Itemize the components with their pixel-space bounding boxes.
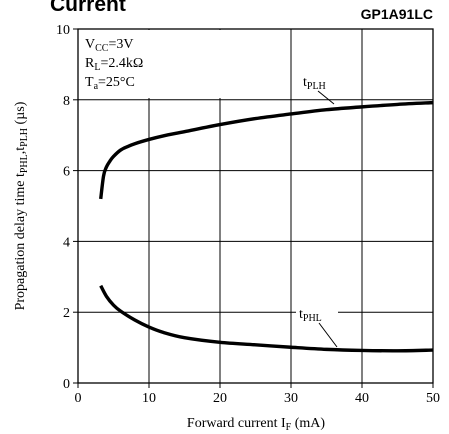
part-number: GP1A91LC	[361, 6, 433, 22]
series-label-tplh-background	[300, 72, 338, 90]
series-label-tplh-text: tPLH	[303, 75, 326, 92]
x-tick-label: 30	[284, 391, 298, 406]
series-label-tphl-background	[296, 305, 338, 323]
x-tick-label: 50	[426, 391, 440, 406]
series-label-tphl-leader	[318, 322, 338, 348]
conditions-box: VCC=3V RL=2.4kΩ Ta=25°C	[79, 30, 225, 98]
y-tick-label: 0	[63, 377, 70, 392]
x-tick-label: 0	[75, 391, 82, 406]
condition-rl: RL=2.4kΩ	[85, 56, 143, 73]
condition-ta: Ta=25°C	[85, 75, 135, 92]
curves	[99, 100, 434, 353]
y-tick-label: 10	[56, 23, 70, 38]
chart-title: Current	[50, 0, 126, 16]
x-tick-label: 20	[213, 391, 227, 406]
x-axis-label: Forward current IF (mA)	[187, 416, 325, 433]
series-line-tplh	[99, 100, 434, 200]
tick-labels: 0 10 20 30 40 50 0 2 4 6 8 10	[56, 23, 440, 406]
y-axis-label: Propagation delay time tPHL,tPLH (µs)	[13, 101, 30, 310]
series-label-tplh-leader	[317, 90, 335, 105]
series-label-tplh: tPLH	[300, 72, 338, 105]
y-tick-label: 6	[63, 165, 70, 180]
conditions-background	[79, 30, 225, 98]
series-label-tphl: tPHL	[296, 305, 338, 348]
axis-ticks	[73, 28, 434, 388]
y-tick-label: 2	[63, 306, 70, 321]
y-tick-label: 8	[63, 94, 70, 109]
series-label-tphl-text: tPHL	[299, 307, 322, 324]
y-tick-label: 4	[63, 235, 70, 250]
condition-vcc: VCC=3V	[85, 37, 133, 54]
x-tick-label: 10	[142, 391, 156, 406]
x-tick-label: 40	[355, 391, 369, 406]
series-line-tphl	[99, 284, 434, 353]
